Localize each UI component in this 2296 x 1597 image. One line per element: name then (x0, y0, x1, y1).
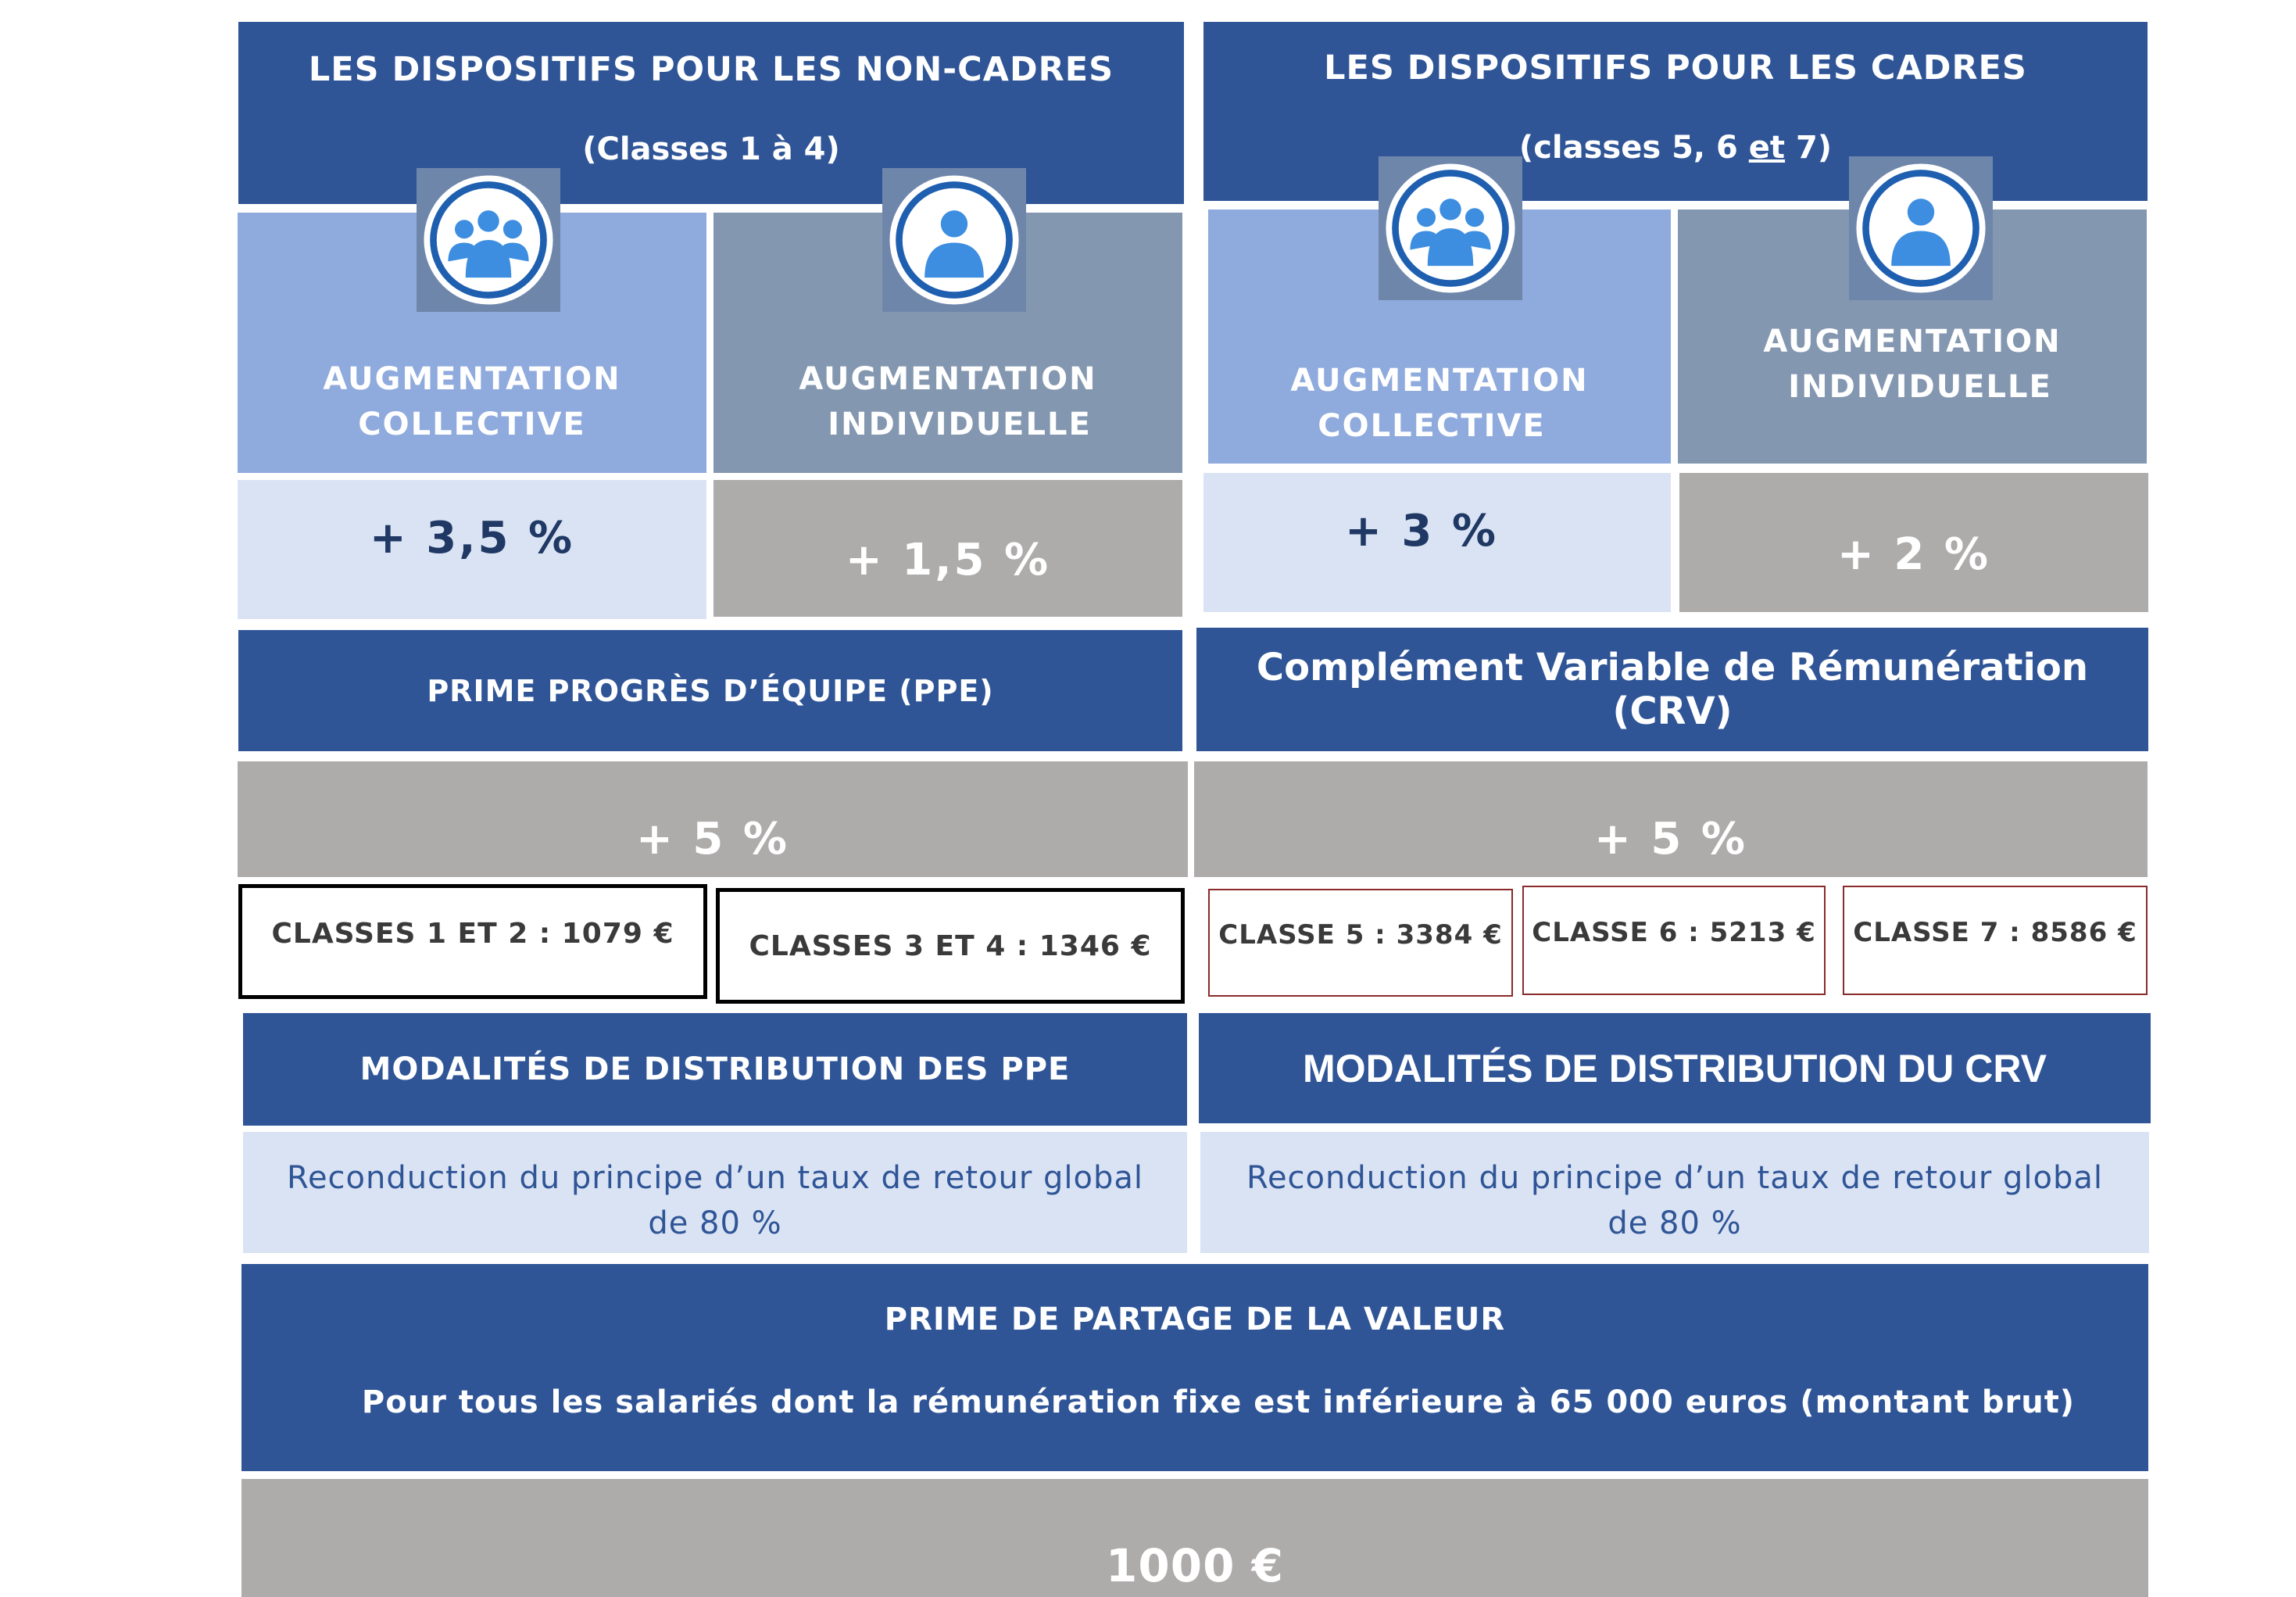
cadres-collective-value-box: + 3 % (1203, 473, 1671, 612)
amount-classes-3-4-text: CLASSES 3 ET 4 : 1346 € (749, 929, 1152, 962)
ppv-value-box: 1000 € (241, 1479, 2148, 1597)
person-icon (882, 168, 1026, 312)
cadres-collective-label-1: AUGMENTATION (1290, 362, 1589, 399)
amount-classe-6-text: CLASSE 6 : 5213 € (1532, 917, 1816, 948)
cadres-subtitle-post: 7) (1785, 130, 1833, 166)
cadres-subtitle-pre: (classes 5, 6 (1518, 130, 1749, 166)
amount-classe-6: CLASSE 6 : 5213 € (1522, 886, 1826, 995)
amount-classes-1-2: CLASSES 1 ET 2 : 1079 € (238, 884, 707, 999)
group-icon (417, 168, 560, 312)
ppv-title: PRIME DE PARTAGE DE LA VALEUR (884, 1302, 1506, 1337)
non-cadres-collective-value: + 3,5 % (369, 512, 575, 564)
non-cadres-header: LES DISPOSITIFS POUR LES NON-CADRES (Cla… (238, 22, 1184, 204)
group-icon (1379, 156, 1522, 300)
amount-classe-7: CLASSE 7 : 8586 € (1843, 886, 2148, 995)
non-cadres-individual-label-1: AUGMENTATION (799, 360, 1097, 397)
crv-distribution-line-1: Reconduction du principe d’un taux de re… (1246, 1159, 2104, 1196)
amount-classe-5-text: CLASSE 5 : 3384 € (1218, 919, 1503, 951)
ppe-header: PRIME PROGRÈS D’ÉQUIPE (PPE) (238, 630, 1182, 751)
crv-title: Complément Variable de Rémunération (CRV… (1256, 646, 2089, 733)
amount-classe-7-text: CLASSE 7 : 8586 € (1853, 917, 2137, 948)
ppe-distribution-title: MODALITÉS DE DISTRIBUTION DES PPE (359, 1051, 1071, 1087)
crv-value-box: + 5 % (1194, 761, 2148, 877)
cadres-collective-card: AUGMENTATION COLLECTIVE (1208, 209, 1671, 464)
cadres-individual-value-box: + 2 % (1679, 473, 2148, 612)
amount-classe-5: CLASSE 5 : 3384 € (1208, 889, 1513, 997)
ppe-distribution-line-2: de 80 % (648, 1205, 782, 1241)
cadres-collective-value: + 3 % (1345, 505, 1498, 557)
cadres-title: LES DISPOSITIFS POUR LES CADRES (1324, 48, 2027, 88)
ppe-distribution-header: MODALITÉS DE DISTRIBUTION DES PPE (243, 1013, 1187, 1126)
crv-distribution-line-2: de 80 % (1608, 1205, 1742, 1241)
non-cadres-individual-label-2: INDIVIDUELLE (828, 406, 1092, 442)
ppv-description: Pour tous les salariés dont la rémunérat… (361, 1384, 2076, 1420)
ppv-value: 1000 € (1106, 1538, 1284, 1592)
amount-classes-3-4: CLASSES 3 ET 4 : 1346 € (716, 888, 1185, 1004)
non-cadres-subtitle: (Classes 1 à 4) (582, 131, 840, 167)
non-cadres-collective-value-box: + 3,5 % (238, 480, 706, 619)
crv-distribution-title: MODALITÉS DE DISTRIBUTION DU CRV (1303, 1046, 2047, 1090)
non-cadres-title: LES DISPOSITIFS POUR LES NON-CADRES (308, 50, 1114, 89)
ppe-value-box: + 5 % (238, 761, 1188, 877)
cadres-subtitle: (classes 5, 6 et 7) (1519, 130, 1832, 166)
amount-classes-1-2-text: CLASSES 1 ET 2 : 1079 € (271, 918, 674, 950)
non-cadres-individual-value-box: + 1,5 % (713, 480, 1182, 617)
crv-distribution-header: MODALITÉS DE DISTRIBUTION DU CRV (1199, 1013, 2151, 1123)
person-icon (1849, 156, 1993, 300)
non-cadres-collective-label-2: COLLECTIVE (358, 406, 586, 442)
non-cadres-collective-label-1: AUGMENTATION (323, 360, 621, 397)
cadres-subtitle-et: et (1748, 130, 1786, 166)
cadres-individual-value: + 2 % (1837, 528, 1990, 580)
cadres-collective-label-2: COLLECTIVE (1318, 407, 1546, 444)
ppe-title: PRIME PROGRÈS D’ÉQUIPE (PPE) (427, 673, 994, 708)
crv-distribution-note: Reconduction du principe d’un taux de re… (1200, 1132, 2149, 1253)
ppe-distribution-line-1: Reconduction du principe d’un taux de re… (286, 1159, 1144, 1196)
ppe-value: + 5 % (636, 813, 789, 865)
cadres-individual-label-2: INDIVIDUELLE (1788, 368, 2052, 405)
cadres-header: LES DISPOSITIFS POUR LES CADRES (classes… (1203, 22, 2148, 201)
non-cadres-individual-value: + 1,5 % (845, 535, 1051, 585)
ppv-header: PRIME DE PARTAGE DE LA VALEUR Pour tous … (241, 1264, 2148, 1471)
crv-value: + 5 % (1594, 813, 1747, 865)
ppe-distribution-note: Reconduction du principe d’un taux de re… (243, 1132, 1187, 1253)
cadres-individual-label-1: AUGMENTATION (1763, 323, 2062, 360)
crv-header: Complément Variable de Rémunération (CRV… (1196, 628, 2148, 751)
